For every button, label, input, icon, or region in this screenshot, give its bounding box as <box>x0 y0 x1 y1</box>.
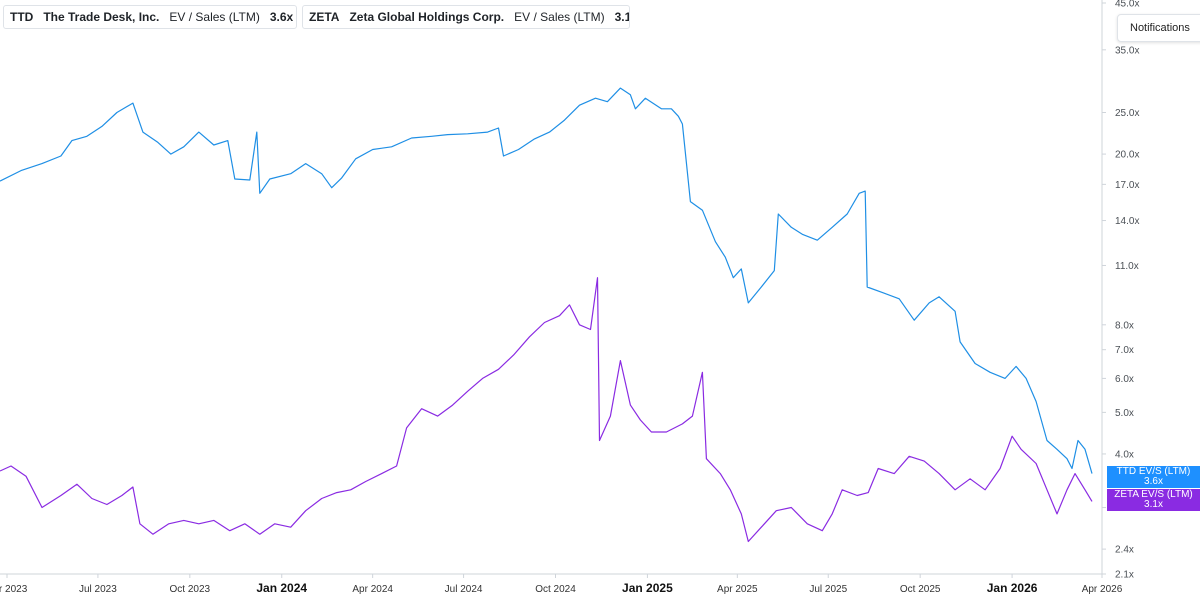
x-tick-label: Jan 2026 <box>987 581 1038 595</box>
legend-company: The Trade Desk, Inc. <box>43 10 160 24</box>
y-tick-label: 45.0x <box>1115 0 1139 10</box>
end-label-value: 3.1x <box>1144 499 1163 510</box>
legend-chip-zeta[interactable]: ZETA Zeta Global Holdings Corp. EV / Sal… <box>302 5 630 29</box>
legend-chip-ttd[interactable]: TTD The Trade Desk, Inc. EV / Sales (LTM… <box>3 5 297 29</box>
y-tick-label: 25.0x <box>1115 108 1139 119</box>
x-tick-label: Jul 2025 <box>809 584 847 595</box>
x-axis-ticks: Apr 2023 Jul 2023 Oct 2023 Jan 2024 Apr 2024… <box>0 574 1123 595</box>
end-label-title: TTD EV/S (LTM) <box>1116 466 1191 477</box>
legend-ticker: ZETA <box>309 10 340 24</box>
series-line-ttd <box>0 87 1093 474</box>
y-tick-label: 8.0x <box>1115 320 1134 331</box>
y-tick-label: 35.0x <box>1115 45 1139 56</box>
y-tick-label: 5.0x <box>1115 408 1134 419</box>
y-tick-label: 17.0x <box>1115 180 1139 191</box>
y-tick-label: 20.0x <box>1115 150 1139 161</box>
series-lines <box>0 87 1093 543</box>
zeta-end-label: ZETA EV/S (LTM) 3.1x <box>1107 489 1200 511</box>
x-tick-label: Oct 2024 <box>535 584 576 595</box>
legend-value: 3.6x <box>269 10 294 24</box>
legend-company: Zeta Global Holdings Corp. <box>349 10 505 24</box>
series-line-zeta <box>0 277 1093 543</box>
legend-metric: EV / Sales (LTM) <box>514 10 605 24</box>
y-axis-ticks: 45.0x 35.0x 25.0x 20.0x 17.0x 14.0x 11.0x 8.0x 7… <box>1102 0 1139 581</box>
legend-ticker: TTD <box>10 10 34 24</box>
ttd-end-label: TTD EV/S (LTM) 3.6x <box>1107 466 1200 488</box>
end-label-value: 3.6x <box>1144 476 1163 487</box>
x-tick-label: Jan 2024 <box>256 581 307 595</box>
y-tick-label: 2.1x <box>1115 570 1134 581</box>
y-tick-label: 11.0x <box>1115 261 1139 272</box>
y-tick-label: 6.0x <box>1115 374 1134 385</box>
x-tick-label: Apr 2023 <box>0 584 28 595</box>
x-tick-label: Jan 2025 <box>622 581 673 595</box>
y-tick-label: 14.0x <box>1115 216 1139 227</box>
y-tick-label: 2.4x <box>1115 545 1134 556</box>
notifications-button[interactable]: Notifications <box>1117 14 1200 42</box>
x-tick-label: Jul 2023 <box>79 584 117 595</box>
x-tick-label: Apr 2026 <box>1082 584 1123 595</box>
legend-value: 3.1x <box>614 10 629 24</box>
x-tick-label: Apr 2025 <box>717 584 758 595</box>
y-tick-label: 7.0x <box>1115 345 1134 356</box>
end-label-title: ZETA EV/S (LTM) <box>1114 489 1193 500</box>
x-tick-label: Jul 2024 <box>445 584 483 595</box>
x-tick-label: Oct 2023 <box>170 584 211 595</box>
x-tick-label: Oct 2025 <box>900 584 941 595</box>
y-tick-label: 4.0x <box>1115 449 1134 460</box>
x-tick-label: Apr 2024 <box>352 584 393 595</box>
legend-metric: EV / Sales (LTM) <box>169 10 260 24</box>
